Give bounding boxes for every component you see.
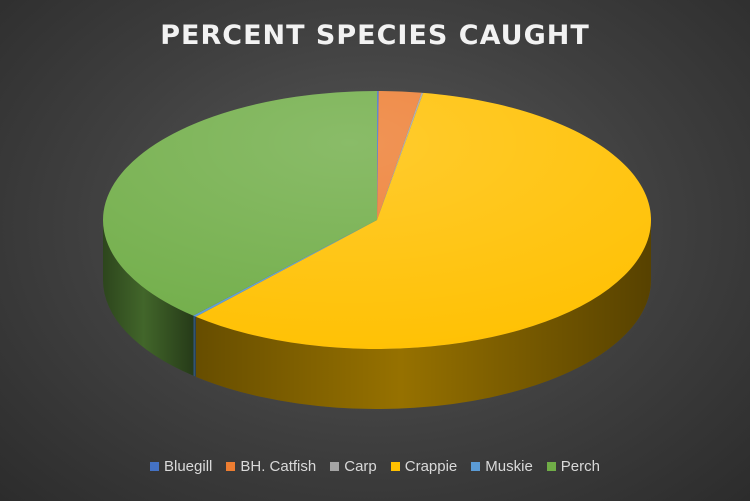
pie-side-shade-crappie (195, 220, 652, 409)
legend-item-perch: Perch (546, 458, 600, 475)
pie-side-shade-muskie (193, 315, 196, 377)
legend-swatch (226, 462, 236, 471)
pie-side-shade-perch (103, 220, 194, 376)
legend-swatch (150, 462, 159, 471)
legend-label: Bluegill (164, 458, 213, 475)
legend-label: Muskie (485, 458, 533, 475)
legend-label: BH. Catfish (240, 458, 317, 475)
pie-top-highlight (103, 91, 651, 349)
legend-item-bh-catfish: BH. Catfish (226, 458, 316, 475)
legend-item-crappie: Crappie (390, 458, 458, 475)
legend-item-carp: Carp (330, 458, 377, 475)
legend-label: Perch (560, 458, 600, 475)
legend-label: Carp (344, 458, 377, 475)
chart-title: PERCENT SPECIES CAUGHT (160, 20, 590, 51)
legend-item-bluegill: Bluegill (150, 458, 212, 475)
legend-swatch (471, 462, 481, 471)
legend-swatch (330, 462, 340, 471)
legend-label: Crappie (404, 458, 458, 475)
legend-swatch (546, 462, 556, 471)
legend-swatch (390, 462, 400, 471)
legend-item-muskie: Muskie (471, 458, 533, 475)
chart-legend: Bluegill BH. Catfish Carp Crappie Muskie Perc… (0, 458, 750, 475)
